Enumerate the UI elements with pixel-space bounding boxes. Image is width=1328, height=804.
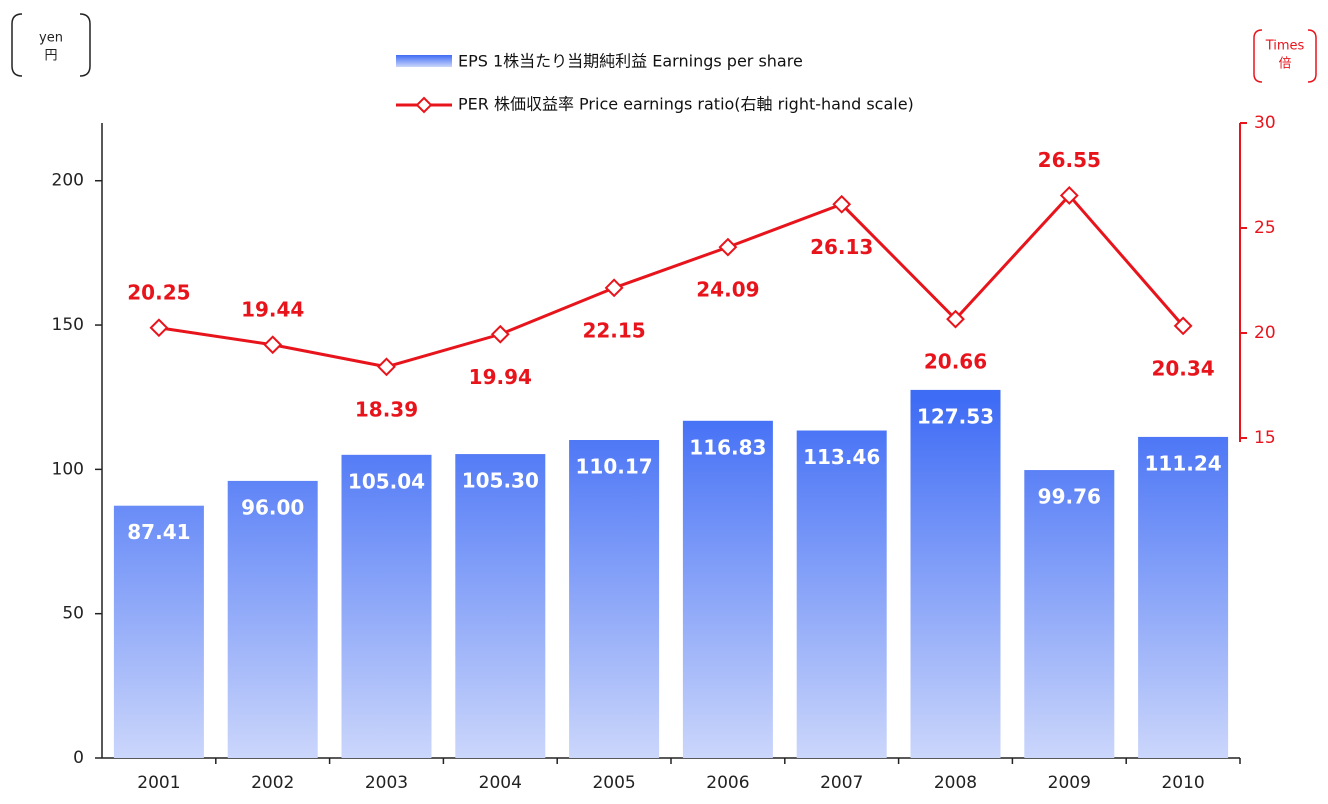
bracket (1307, 29, 1317, 83)
bar-value-label: 127.53 (917, 404, 994, 428)
x-tick-label: 2004 (479, 773, 522, 793)
line-marker (604, 278, 624, 298)
x-tick-label: 2008 (934, 773, 977, 793)
bar (796, 430, 887, 758)
bar-value-label: 111.24 (1145, 451, 1222, 475)
bracket (11, 13, 23, 77)
line-marker (718, 237, 738, 257)
line-marker (263, 335, 283, 355)
line-marker (149, 318, 169, 338)
y2-tick-label: 15 (1254, 428, 1276, 448)
y2-tick-label: 30 (1254, 113, 1276, 133)
bar-value-label: 116.83 (689, 435, 766, 459)
bar (569, 440, 660, 758)
x-tick-label: 2009 (1048, 773, 1091, 793)
line-value-label: 20.25 (127, 280, 190, 304)
x-tick-label: 2006 (706, 773, 749, 793)
x-tick-label: 2002 (251, 773, 294, 793)
y2-tick-label: 20 (1254, 323, 1276, 343)
right-unit: Times (1265, 39, 1305, 54)
line-value-label: 22.15 (582, 318, 645, 342)
line-marker (490, 324, 510, 344)
bar (1138, 436, 1229, 758)
right-unit: 倍 (1278, 57, 1291, 72)
x-tick-label: 2010 (1161, 773, 1204, 793)
y-tick-label: 150 (52, 315, 84, 335)
legend-label: PER 株価収益率 Price earnings ratio(右軸 right-… (458, 95, 914, 114)
line-marker (377, 357, 396, 377)
line-marker (1059, 186, 1079, 205)
x-tick-label: 2001 (137, 773, 180, 793)
line-value-label: 26.55 (1038, 148, 1101, 172)
y-tick-label: 0 (73, 748, 84, 768)
legend-label: EPS 1株当たり当期純利益 Earnings per share (458, 52, 803, 71)
bar-value-label: 87.41 (127, 520, 190, 544)
bracket (79, 13, 91, 77)
line-marker (1173, 316, 1193, 336)
x-tick-label: 2005 (592, 773, 635, 793)
bracket (1253, 29, 1263, 83)
legend-swatch (396, 55, 452, 67)
bar (1024, 470, 1115, 758)
line-value-label: 26.13 (810, 235, 873, 259)
left-unit: 円 (44, 49, 57, 64)
bar (341, 454, 432, 758)
x-tick-label: 2007 (820, 773, 863, 793)
bar (227, 480, 318, 758)
line-marker (946, 309, 965, 329)
x-tick-label: 2003 (365, 773, 408, 793)
bar-value-label: 96.00 (241, 495, 304, 519)
y-tick-label: 200 (52, 171, 84, 191)
bar-value-label: 105.30 (462, 469, 539, 493)
bar (113, 505, 204, 758)
line-value-label: 24.09 (696, 278, 759, 302)
line (158, 193, 1185, 369)
y-tick-label: 100 (52, 459, 84, 479)
bar (910, 389, 1001, 758)
left-unit: yen (39, 31, 63, 46)
bar-value-label: 110.17 (576, 455, 653, 479)
line-marker (832, 194, 852, 214)
bar-value-label: 113.46 (803, 445, 880, 469)
bar-value-label: 99.76 (1038, 485, 1101, 509)
legend-swatch (415, 96, 433, 114)
line-value-label: 18.39 (355, 397, 418, 421)
line-value-label: 19.44 (241, 297, 304, 321)
line-value-label: 20.66 (924, 350, 987, 374)
bar-value-label: 105.04 (348, 469, 425, 493)
y-tick-label: 50 (62, 604, 84, 624)
bar (455, 454, 546, 758)
y2-tick-label: 25 (1254, 218, 1276, 238)
line-value-label: 20.34 (1151, 356, 1214, 380)
bar (682, 420, 773, 758)
line-value-label: 19.94 (469, 365, 532, 389)
